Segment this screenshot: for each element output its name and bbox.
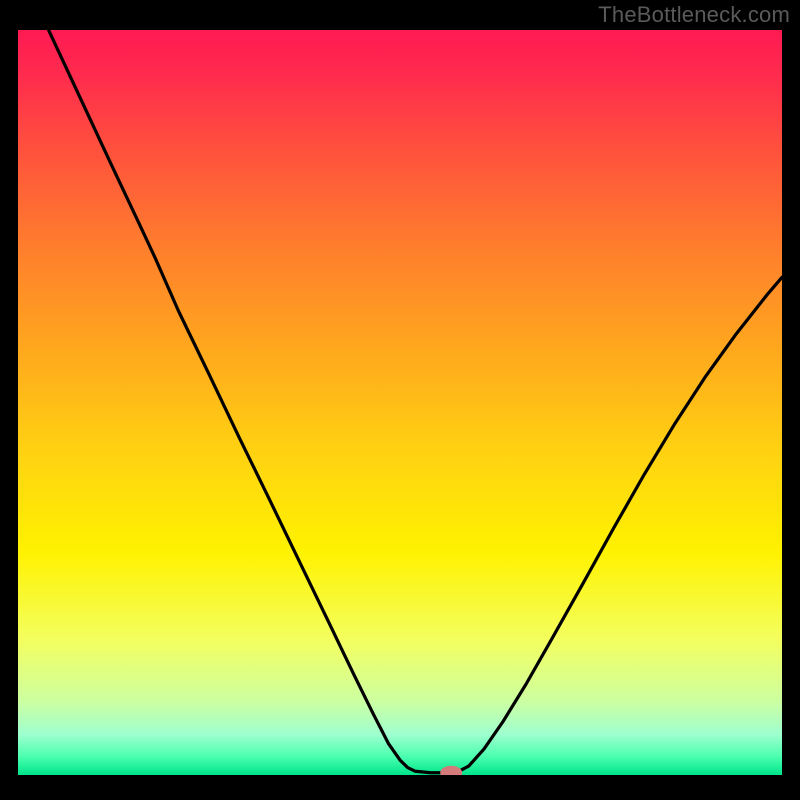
gradient-background xyxy=(18,30,782,775)
watermark-text: TheBottleneck.com xyxy=(598,2,790,28)
optimal-point-marker xyxy=(440,766,462,780)
bottleneck-chart xyxy=(0,0,800,800)
